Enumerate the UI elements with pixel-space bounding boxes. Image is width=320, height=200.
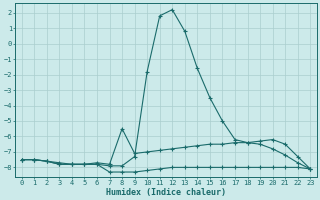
X-axis label: Humidex (Indice chaleur): Humidex (Indice chaleur) <box>106 188 226 197</box>
